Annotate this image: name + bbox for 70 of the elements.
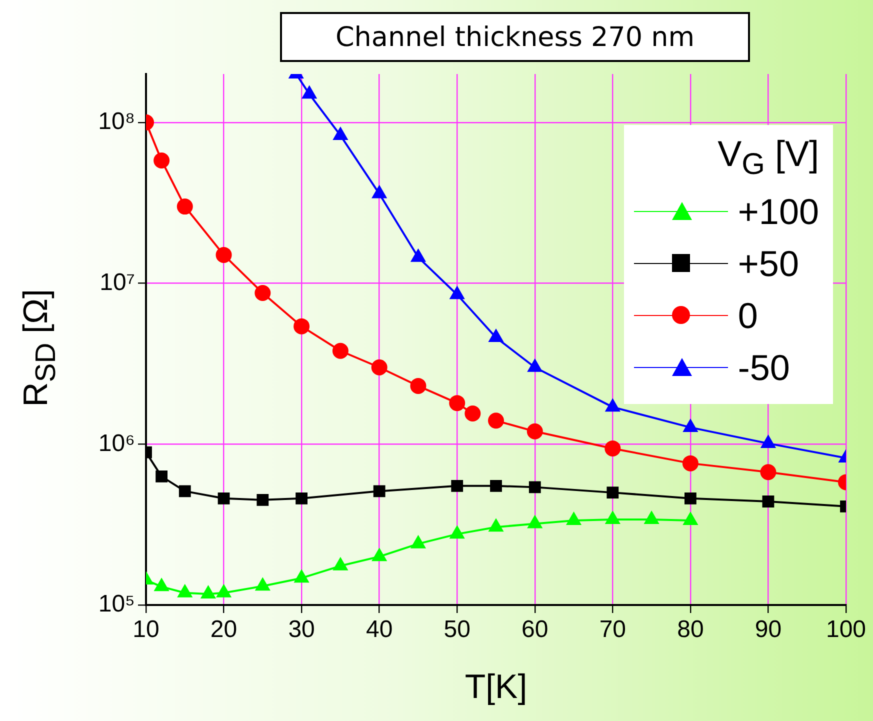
x-tick-label: 30 <box>288 616 315 644</box>
point <box>684 492 696 504</box>
y-tick-label: 10⁵ <box>98 590 135 618</box>
x-tick-label: 60 <box>522 616 548 644</box>
y-tick-label: 10⁸ <box>98 108 135 136</box>
point <box>254 285 271 302</box>
point <box>256 578 270 591</box>
point <box>760 464 776 480</box>
point <box>644 512 659 524</box>
x-tick-label: 90 <box>754 616 782 644</box>
point <box>450 286 464 300</box>
point <box>216 246 232 263</box>
point <box>256 494 269 506</box>
x-tick-label: 80 <box>677 616 704 644</box>
legend-label: +100 <box>738 191 819 234</box>
point <box>566 512 581 526</box>
point <box>216 584 231 598</box>
point <box>761 435 776 448</box>
legend-label: +50 <box>738 243 799 286</box>
point <box>488 412 504 429</box>
point <box>411 536 426 548</box>
point <box>606 486 619 499</box>
point <box>410 378 426 394</box>
point <box>371 359 388 376</box>
legend-label: 0 <box>738 295 758 338</box>
x-tick-label: 70 <box>599 616 626 644</box>
point <box>449 395 466 412</box>
point <box>178 584 192 598</box>
point <box>294 318 310 334</box>
point <box>606 399 620 412</box>
point <box>528 359 542 372</box>
y-tick-label: 10⁷ <box>100 268 135 296</box>
point <box>683 419 698 432</box>
point <box>296 492 308 504</box>
point <box>332 342 348 359</box>
point <box>294 570 309 583</box>
point <box>464 406 481 422</box>
point <box>528 516 542 528</box>
point <box>526 423 543 440</box>
point <box>218 492 230 504</box>
point <box>528 481 541 494</box>
x-tick-label: 40 <box>366 616 393 644</box>
point <box>762 496 774 508</box>
x-tick-label: 10 <box>132 616 160 644</box>
point <box>604 440 621 456</box>
y-tick-label: 10⁶ <box>98 430 135 457</box>
point <box>372 548 386 562</box>
chart-title: Channel thickness 270 nm <box>280 12 750 62</box>
point <box>176 198 193 215</box>
point <box>683 512 698 526</box>
legend-title: V$_{G}$ [V] <box>716 133 819 182</box>
x-tick-label: 50 <box>444 616 470 644</box>
point <box>606 512 620 524</box>
x-axis-title: T[K] <box>464 668 528 707</box>
point <box>682 455 698 472</box>
point <box>488 519 504 532</box>
point <box>178 485 191 498</box>
point <box>154 578 169 592</box>
point <box>490 480 502 492</box>
point <box>201 586 216 599</box>
x-tick-label: 100 <box>826 616 866 644</box>
point <box>451 480 464 492</box>
point <box>373 485 386 498</box>
point <box>450 526 464 539</box>
point <box>156 470 168 482</box>
legend-label: -50 <box>738 347 790 390</box>
point <box>488 330 504 342</box>
x-tick-label: 20 <box>210 616 238 644</box>
point <box>333 558 348 570</box>
point <box>154 152 170 168</box>
